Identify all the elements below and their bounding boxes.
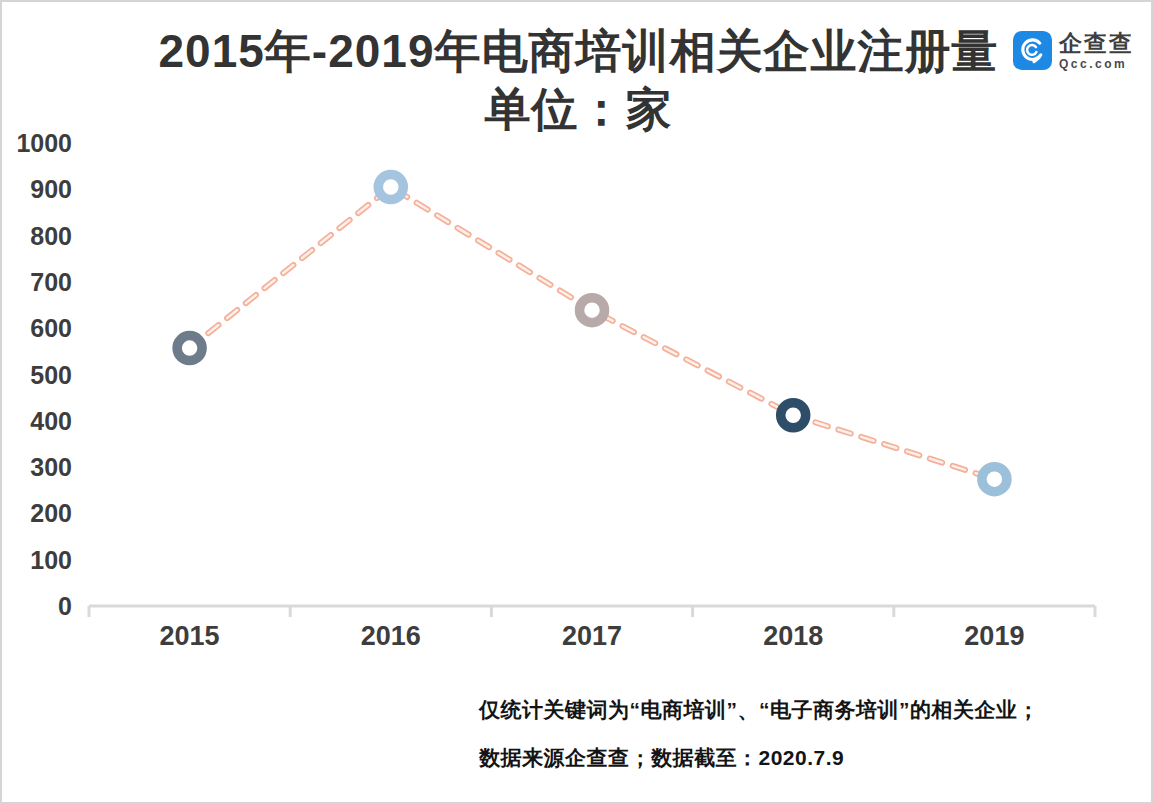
data-point-2015 [177, 336, 202, 361]
y-axis-label-100: 100 [2, 545, 72, 575]
y-axis-label-200: 200 [2, 498, 72, 528]
trend-line-core [190, 187, 995, 479]
y-axis-label-0: 0 [2, 591, 72, 621]
y-axis-label-300: 300 [2, 452, 72, 482]
y-axis-label-500: 500 [2, 360, 72, 390]
footnote-line1: 仅统计关键词为“电商培训”、“电子商务培训”的相关企业； [479, 686, 1039, 734]
footnote-line2: 数据来源企查查；数据截至：2020.7.9 [479, 734, 1039, 782]
x-axis-label-2018: 2018 [733, 621, 853, 651]
data-point-2019 [982, 467, 1007, 492]
data-point-2016 [378, 174, 403, 199]
y-axis-label-800: 800 [2, 221, 72, 251]
x-axis-label-2015: 2015 [130, 621, 250, 651]
data-point-2018 [781, 403, 806, 428]
footnote: 仅统计关键词为“电商培训”、“电子商务培训”的相关企业； 数据来源企查查；数据截… [479, 686, 1039, 782]
line-chart-plot [2, 2, 1153, 804]
y-axis-label-1000: 1000 [2, 128, 72, 158]
chart-page: 2015年-2019年电商培训相关企业注册量 单位：家 企查查 Qcc.com … [0, 0, 1153, 804]
y-axis-label-400: 400 [2, 406, 72, 436]
data-point-2017 [580, 298, 605, 323]
x-axis-label-2019: 2019 [934, 621, 1054, 651]
y-axis-label-600: 600 [2, 313, 72, 343]
x-axis-label-2016: 2016 [331, 621, 451, 651]
trend-line [190, 187, 995, 479]
x-axis-label-2017: 2017 [532, 621, 652, 651]
y-axis-label-700: 700 [2, 267, 72, 297]
y-axis-label-900: 900 [2, 174, 72, 204]
